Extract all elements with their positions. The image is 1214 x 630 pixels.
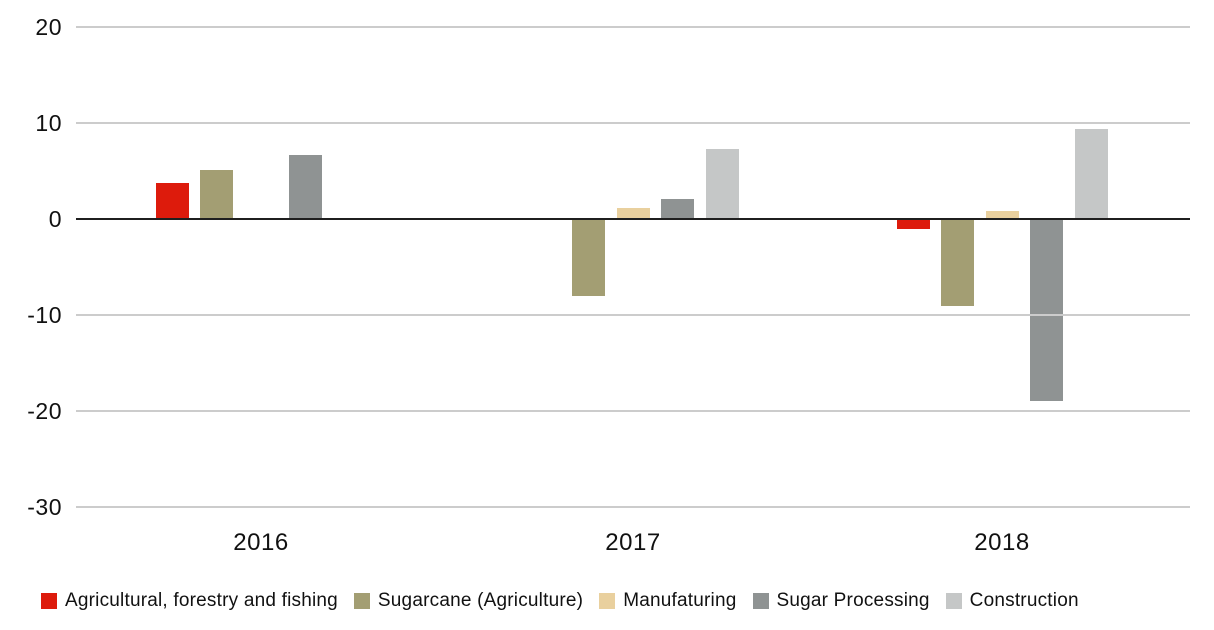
bar-sugar-processing-2016 — [289, 154, 322, 219]
bar-sugarcane-agriculture-2018 — [941, 219, 974, 307]
y-tick-label-0: 0 — [48, 206, 62, 232]
legend-swatch-sugarcane-agriculture — [353, 593, 370, 609]
x-tick-label-2017: 2017 — [605, 529, 661, 556]
legend-label-sugarcane-agriculture: Sugarcane (Agriculture) — [377, 590, 584, 611]
legend: Agricultural, forestry and fishing Sugarc… — [41, 590, 1079, 612]
y-tick-label-20: 20 — [35, 14, 62, 40]
gridline--10 — [76, 314, 1190, 316]
gridline--30 — [76, 506, 1190, 508]
legend-item-agricultural-forestry-and-fishing: Agricultural, forestry and fishing — [41, 590, 338, 612]
y-tick-label--30: -30 — [27, 494, 62, 520]
bar-sugar-processing-2018 — [1030, 219, 1063, 402]
bar-agricultural-forestry-and-fishing-2018 — [896, 219, 930, 229]
x-tick-label-2016: 2016 — [233, 529, 289, 556]
legend-item-sugar-processing: Sugar Processing — [752, 590, 930, 612]
legend-swatch-manufaturing — [599, 593, 616, 609]
y-tick-label-10: 10 — [35, 110, 62, 136]
bar-construction-2018 — [1074, 128, 1108, 219]
bar-sugarcane-agriculture-2017 — [572, 219, 605, 296]
legend-item-construction: Construction — [945, 590, 1079, 612]
legend-label-sugar-processing: Sugar Processing — [776, 590, 930, 611]
y-tick-label--20: -20 — [27, 398, 62, 424]
legend-swatch-construction — [945, 593, 962, 609]
bar-manufaturing-2017 — [616, 208, 650, 219]
legend-swatch-agricultural-forestry-and-fishing — [41, 593, 57, 609]
y-tick-label--10: -10 — [27, 302, 62, 328]
legend-swatch-sugar-processing — [752, 593, 769, 609]
plot-area: 20 10 0 -10 -20 -30 2016 2017 2018 — [27, 14, 1190, 556]
legend-label-construction: Construction — [969, 590, 1079, 611]
legend-item-sugarcane-agriculture: Sugarcane (Agriculture) — [353, 590, 584, 612]
bar-sugar-processing-2017 — [661, 198, 694, 219]
legend-label-manufaturing: Manufaturing — [623, 590, 737, 611]
gridline-10 — [76, 122, 1190, 124]
x-tick-label-2018: 2018 — [974, 529, 1030, 556]
legend-item-manufaturing: Manufaturing — [599, 590, 736, 612]
zero-axis-line — [76, 218, 1190, 220]
gridline-20 — [76, 26, 1190, 28]
gridline--20 — [76, 410, 1190, 412]
bar-manufaturing-2018 — [985, 211, 1019, 219]
bar-construction-2017 — [705, 148, 739, 219]
bar-sugarcane-agriculture-2016 — [200, 170, 233, 219]
legend-label-agricultural-forestry-and-fishing: Agricultural, forestry and fishing — [65, 590, 338, 611]
bar-agricultural-forestry-and-fishing-2016 — [155, 182, 189, 219]
